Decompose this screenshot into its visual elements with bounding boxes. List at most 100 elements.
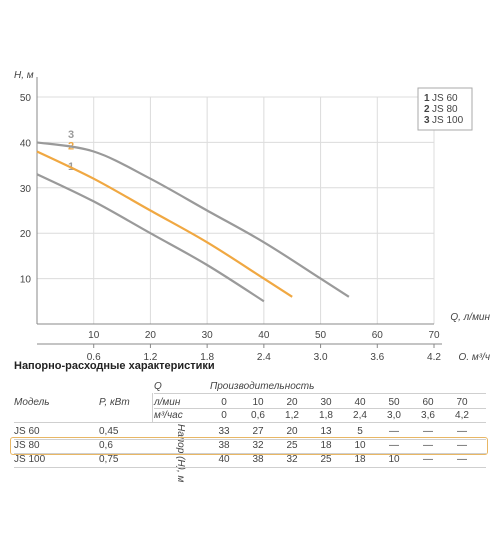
lmin-value: 60 [422, 397, 434, 408]
chart-series: 123 [36, 129, 350, 303]
head-value-cell: 40 [218, 454, 230, 465]
x-tick-label-secondary: 4,2 [427, 352, 441, 360]
row-divider [14, 439, 486, 440]
head-value-cell: 27 [252, 426, 264, 437]
model-cell: JS 80 [14, 440, 40, 451]
lmin-value: 70 [456, 397, 468, 408]
x-tick-label-secondary: 3,6 [370, 352, 384, 360]
legend-box [417, 87, 473, 131]
head-value-cell: — [457, 440, 467, 451]
y-tick-label: 40 [20, 138, 32, 149]
head-value-cell: 10 [354, 440, 366, 451]
pump-curve-chart: 10 20 30 40 50 10 20 30 40 50 60 70 0,6 1,2 1,8 2,4 3,0 3… [14, 70, 490, 360]
head-value-cell: — [423, 440, 433, 451]
head-value-cell: — [423, 426, 433, 437]
lmin-value: 20 [286, 397, 298, 408]
m3h-value: 0,6 [251, 410, 265, 421]
y-tick-label: 20 [20, 229, 32, 240]
x-tick-label-primary: 50 [315, 330, 327, 341]
x-tick-label-secondary: 0,6 [87, 352, 101, 360]
head-value-cell: 18 [354, 454, 366, 465]
m3h-value: 0 [221, 410, 227, 421]
m3h-value: 2,4 [353, 410, 367, 421]
x-tick-label-primary: 60 [372, 330, 384, 341]
highlighted-row-frame [10, 437, 488, 455]
head-value-cell: 25 [286, 440, 298, 451]
m3h-value: 1,8 [319, 410, 333, 421]
x-tick-label-secondary: 1,2 [143, 352, 157, 360]
curve-number-label: 3 [68, 129, 74, 141]
lmin-value: 40 [354, 397, 366, 408]
header-bottom-divider [14, 422, 486, 423]
y-tick-label: 10 [20, 275, 32, 286]
x-tick-label-primary: 20 [145, 330, 157, 341]
power-cell: 0,75 [99, 454, 119, 465]
y-axis-label: H, м [14, 70, 34, 81]
m3h-value: 1,2 [285, 410, 299, 421]
head-value-cell: 20 [286, 426, 298, 437]
unit-lmin: л/мин [154, 397, 181, 408]
x-tick-label-secondary: 2,4 [257, 352, 271, 360]
lmin-value: 50 [388, 397, 400, 408]
legend-entry: JS 80 [432, 104, 458, 115]
lmin-value: 10 [252, 397, 264, 408]
model-header: Модель [14, 397, 50, 408]
x-axis-label-secondary: Q, м³/ч [459, 352, 490, 360]
legend-entry: JS 100 [432, 115, 464, 126]
power-header: P, кВт [99, 397, 130, 408]
head-value-cell: — [423, 454, 433, 465]
m3h-value: 3,0 [387, 410, 401, 421]
header-divider [154, 393, 486, 394]
legend-number: 3 [424, 115, 430, 126]
series-line-js-60 [36, 173, 265, 303]
chart-axes: 10 20 30 40 50 10 20 30 40 50 60 70 0,6 1,2 1,8 2,4 3,0 3… [14, 70, 490, 360]
legend-number: 2 [424, 104, 430, 115]
head-value-cell: 38 [252, 454, 264, 465]
y-tick-label: 30 [20, 184, 32, 195]
chart-legend: 1 JS 602 JS 803 JS 100 [417, 87, 473, 131]
model-cell: JS 100 [14, 454, 46, 465]
productivity-label: Производительность [210, 381, 315, 392]
head-value-cell: — [389, 440, 399, 451]
head-value-cell: 18 [320, 440, 332, 451]
header-divider [154, 408, 486, 409]
head-value-cell: 10 [388, 454, 400, 465]
head-value-cell: 33 [218, 426, 230, 437]
lmin-value: 30 [320, 397, 332, 408]
y-tick-label: 50 [20, 93, 32, 104]
x-axis-label-primary: Q, л/мин [450, 312, 490, 323]
head-value-cell: 32 [286, 454, 298, 465]
q-label: Q [154, 381, 162, 392]
header-vertical-divider [152, 393, 153, 423]
table-title: Напорно-расходные характеристики [14, 360, 215, 372]
row-divider [14, 453, 486, 454]
x-tick-label-primary: 70 [428, 330, 440, 341]
series-line-js-80 [36, 150, 293, 298]
x-tick-label-primary: 40 [258, 330, 270, 341]
x-tick-label-secondary: 1,8 [200, 352, 214, 360]
chart-grid [37, 96, 435, 324]
series-line-js-100 [36, 141, 350, 298]
performance-table: Q Производительность Модель P, кВт л/мин м³/ч… [10, 378, 488, 496]
model-cell: JS 60 [14, 426, 40, 437]
x-tick-label-primary: 30 [202, 330, 214, 341]
lmin-value: 0 [221, 397, 227, 408]
m3h-value: 3,6 [421, 410, 435, 421]
head-value-cell: 32 [252, 440, 264, 451]
head-value-cell: — [457, 454, 467, 465]
head-value-cell: 5 [357, 426, 363, 437]
head-value-cell: — [457, 426, 467, 437]
head-value-cell: 25 [320, 454, 332, 465]
head-value-cell: 13 [320, 426, 332, 437]
legend-entry: JS 60 [432, 93, 458, 104]
head-value-cell: 38 [218, 440, 230, 451]
unit-m3h: м³/час [154, 410, 183, 421]
x-tick-label-secondary: 3,0 [314, 352, 328, 360]
head-value-cell: — [389, 426, 399, 437]
power-cell: 0,45 [99, 426, 119, 437]
row-divider [14, 467, 486, 468]
m3h-value: 4,2 [455, 410, 469, 421]
power-cell: 0,6 [99, 440, 113, 451]
x-tick-label-primary: 10 [88, 330, 100, 341]
legend-number: 1 [424, 93, 430, 104]
